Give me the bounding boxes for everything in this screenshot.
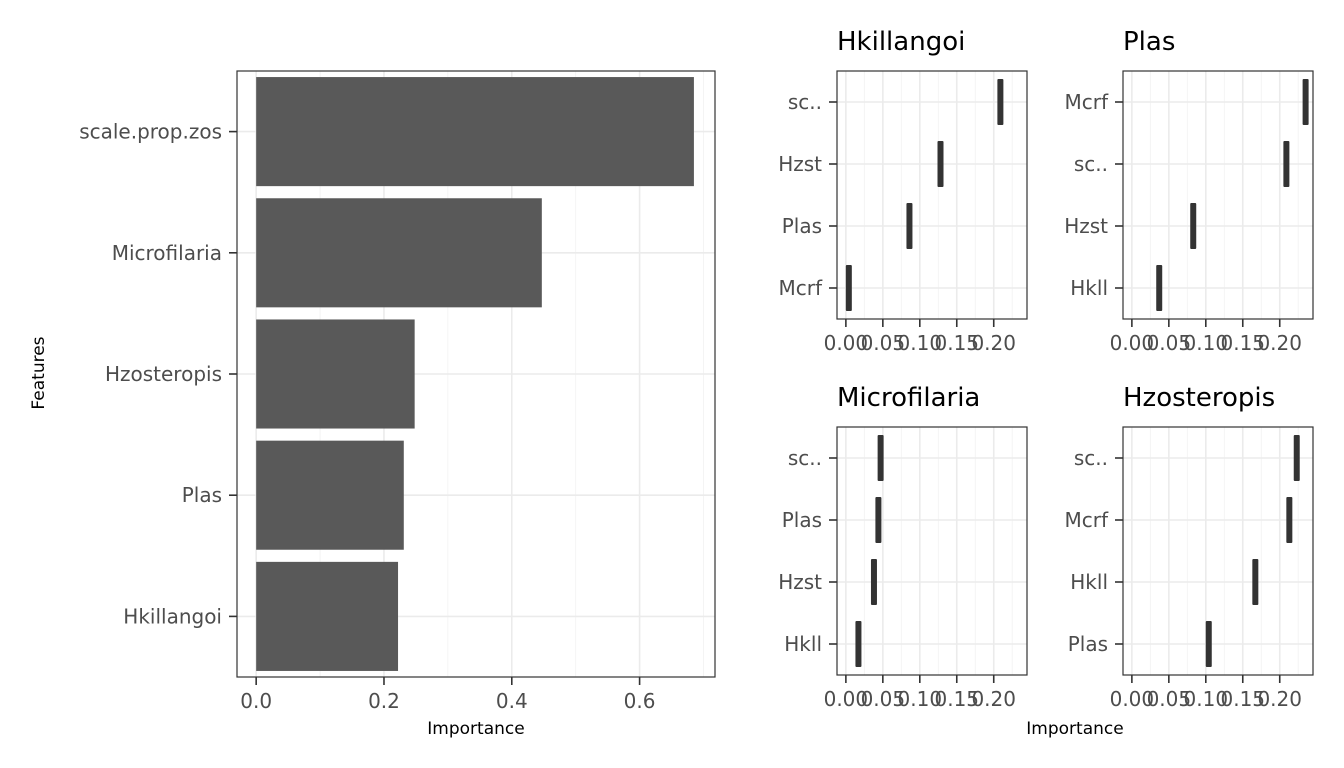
facet-x-axis-title: Importance (1026, 719, 1123, 739)
main-y-axis-title: Features (29, 336, 49, 409)
point-mark (1156, 265, 1163, 311)
point-mark (1302, 79, 1309, 125)
y-tick-label: Plas (782, 214, 822, 238)
bar (256, 319, 415, 429)
panel-border (836, 70, 1028, 320)
x-tick-label: 0.05 (861, 331, 906, 355)
x-tick-label: 0.00 (1110, 687, 1155, 711)
point-mark (906, 203, 913, 249)
y-tick-label: sc.. (1074, 446, 1108, 470)
x-tick-label: 0.20 (971, 687, 1016, 711)
x-tick-label: 0.0 (240, 689, 272, 713)
y-tick-label: Hzst (1064, 214, 1108, 238)
point-mark (877, 435, 884, 481)
y-tick-label: Hzst (778, 152, 822, 176)
point-mark (875, 497, 882, 543)
y-tick-label: Hkll (784, 632, 822, 656)
y-tick-label: sc.. (788, 446, 822, 470)
x-tick-label: 0.6 (624, 689, 656, 713)
x-tick-label: 0.05 (1147, 331, 1192, 355)
point-mark (870, 559, 877, 605)
x-tick-label: 0.10 (1184, 687, 1229, 711)
facet-title: Hkillangoi (837, 27, 965, 57)
x-tick-label: 0.15 (935, 331, 980, 355)
x-tick-label: 0.20 (971, 331, 1016, 355)
x-tick-label: 0.20 (1257, 687, 1302, 711)
facet-title: Plas (1123, 27, 1175, 57)
y-tick-label: Hkll (1070, 570, 1108, 594)
facet-plas: Plas Mcrf sc.. Hzst Hkll 0.000.050.100.150.20 (1064, 27, 1314, 355)
main-x-axis-title: Importance (427, 719, 524, 739)
y-tick-label: sc.. (788, 90, 822, 114)
facet-title: Microfilaria (837, 383, 980, 413)
point-mark (1190, 203, 1197, 249)
y-tick-label: Hzst (778, 570, 822, 594)
point-mark (1252, 559, 1259, 605)
facet-title: Hzosteropis (1123, 383, 1275, 413)
panel-border (1122, 426, 1314, 676)
x-tick-label: 0.15 (1221, 687, 1266, 711)
y-tick-label: scale.prop.zos (79, 120, 222, 144)
panel-border (1122, 70, 1314, 320)
x-tick-label: 0.10 (898, 687, 943, 711)
point-mark (1205, 621, 1212, 667)
point-mark (1293, 435, 1300, 481)
y-tick-label: sc.. (1074, 152, 1108, 176)
bar (256, 77, 694, 187)
x-tick-label: 0.10 (898, 331, 943, 355)
x-tick-label: 0.10 (1184, 331, 1229, 355)
x-tick-label: 0.2 (368, 689, 400, 713)
x-tick-label: 0.15 (935, 687, 980, 711)
main-bar-chart: scale.prop.zos Microfilaria Hzosteropis Pla… (79, 70, 716, 713)
x-tick-label: 0.05 (1147, 687, 1192, 711)
point-mark (1283, 141, 1290, 187)
y-tick-label: Hkillangoi (123, 604, 222, 628)
point-mark (855, 621, 862, 667)
facet-hzosteropis: Hzosteropissc..McrfHkllPlas0.000.050.100… (1064, 383, 1314, 711)
y-tick-label: Plas (182, 483, 222, 507)
facet-hkillangoi: Hkillangoisc..HzstPlasMcrf0.000.050.100.… (778, 27, 1028, 355)
x-tick-label: 0.20 (1257, 331, 1302, 355)
y-tick-label: Plas (782, 508, 822, 532)
bar (256, 440, 404, 550)
bar (256, 561, 399, 671)
point-mark (937, 141, 944, 187)
point-mark (845, 265, 852, 311)
y-tick-label: Plas (1068, 632, 1108, 656)
point-mark (1286, 497, 1293, 543)
y-tick-label: Hzosteropis (105, 362, 222, 386)
x-tick-label: 0.00 (824, 331, 869, 355)
y-tick-label: Hkll (1070, 276, 1108, 300)
facet-microfilaria: Microfilaria sc.. Plas Hzst Hkll 0.000.050.10… (778, 383, 1028, 711)
x-tick-label: 0.4 (496, 689, 528, 713)
y-tick-label: Mcrf (778, 276, 822, 300)
x-tick-label: 0.15 (1221, 331, 1266, 355)
y-tick-label: Mcrf (1064, 90, 1108, 114)
panel-border (836, 426, 1028, 676)
x-tick-label: 0.00 (1110, 331, 1155, 355)
bar (256, 198, 542, 308)
point-mark (997, 79, 1004, 125)
x-tick-label: 0.00 (824, 687, 869, 711)
y-tick-label: Mcrf (1064, 508, 1108, 532)
x-tick-label: 0.05 (861, 687, 906, 711)
y-tick-label: Microfilaria (112, 241, 222, 265)
